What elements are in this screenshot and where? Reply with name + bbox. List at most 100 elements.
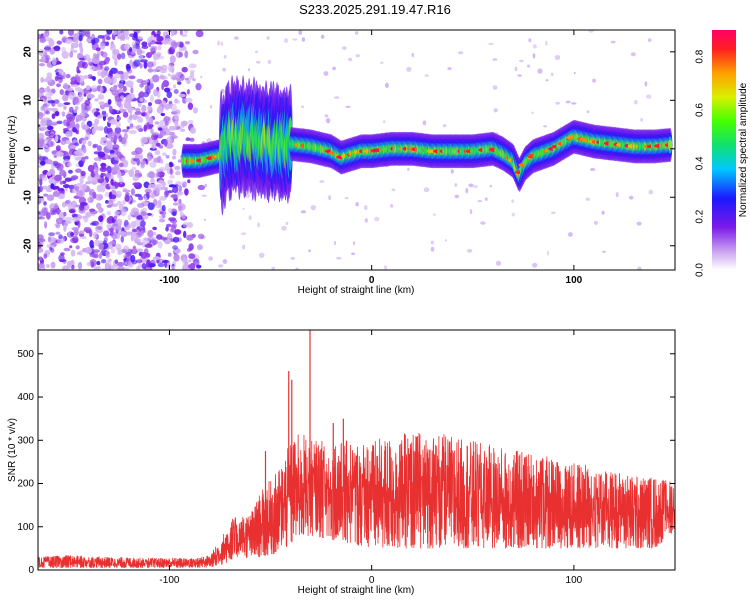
spectrogram-cell <box>60 140 67 145</box>
spectrogram-cell <box>155 142 161 147</box>
spectrogram-cell <box>46 171 52 176</box>
spectrogram-cell <box>99 86 104 94</box>
spectrogram-cell <box>83 75 89 79</box>
spectrogram-cell <box>384 82 389 89</box>
spectrogram-cell <box>147 68 154 73</box>
spectrogram-cell <box>647 38 652 42</box>
spectrogram-cell <box>351 252 356 256</box>
spectrogram-cell <box>174 184 179 188</box>
spectrogram-cell <box>72 96 79 105</box>
spectrogram-cell <box>134 193 142 197</box>
spectrogram-cell <box>164 187 168 192</box>
spectrogram-cell <box>62 82 69 90</box>
spectrogram-cell <box>111 265 118 270</box>
spectrogram-cell <box>38 195 42 202</box>
spectrogram-cell <box>406 66 412 72</box>
spectrogram-cell <box>171 222 177 229</box>
spectrogram-cell <box>186 79 191 85</box>
spectrogram-cell <box>256 61 261 64</box>
spectrogram-cell <box>310 205 316 211</box>
spectrogram-cell <box>79 186 86 192</box>
spectrogram-cell <box>122 187 128 192</box>
spectrogram-cell <box>145 191 150 199</box>
spectrogram-cell <box>64 216 73 222</box>
spectrogram-cell <box>130 188 136 196</box>
spectrogram-cell <box>187 179 191 184</box>
spectrogram-cell <box>159 74 165 80</box>
colorbar-tick-label: 0.0 <box>695 263 706 277</box>
spectrogram-cell <box>96 265 101 270</box>
spectrogram-cell <box>108 131 117 137</box>
spectrogram-cell <box>83 54 91 61</box>
spectrogram-cell <box>195 30 204 38</box>
spectrogram-cell <box>336 257 342 260</box>
spectrogram-cell <box>44 221 48 229</box>
spectrogram-cell <box>528 38 532 43</box>
spectrogram-cell <box>145 79 149 83</box>
snr-ytick-label: 500 <box>17 349 34 360</box>
spectrogram-cell <box>161 83 165 91</box>
spectrogram-cell <box>134 169 140 175</box>
spectrogram-cell <box>178 185 182 193</box>
spectrogram-cell <box>74 106 79 111</box>
spectrogram-cell <box>83 136 89 141</box>
spectrogram-cell <box>97 94 105 100</box>
spectrogram-cell <box>166 91 173 99</box>
snr-xlabel: Height of straight line (km) <box>298 585 415 596</box>
spectrogram-cell <box>169 55 176 64</box>
spectrogram-cell <box>122 200 126 205</box>
spectrogram-cell <box>325 118 331 124</box>
spectrogram-cell <box>94 66 101 71</box>
spectrogram-cell <box>112 30 117 36</box>
spectrogram-cell <box>46 117 51 125</box>
spectrogram-cell <box>65 73 71 79</box>
spectrogram-cell <box>182 181 187 185</box>
spectrogram-cell <box>46 264 50 268</box>
spectrogram-cell <box>142 237 149 246</box>
spectrogram-cell <box>68 169 73 174</box>
spectrogram-cell <box>132 182 139 186</box>
spectrogram-cell <box>48 39 55 47</box>
snr-ytick-label: 200 <box>17 479 34 490</box>
spectrogram-cell <box>188 63 197 69</box>
spectrogram-cell <box>65 113 74 120</box>
spectrogram-cell <box>117 225 122 231</box>
spectrogram-cell <box>76 189 84 198</box>
spectrogram-cell <box>72 33 79 41</box>
spectrogram-cell <box>134 111 142 115</box>
spectrogram-cell <box>110 136 116 143</box>
spectrogram-cell <box>181 33 188 37</box>
spectrogram-cell <box>162 152 167 156</box>
spectrogram-cell <box>105 262 110 269</box>
spectrogram-cell <box>86 85 91 91</box>
spectrogram-cell <box>47 236 52 242</box>
spectrogram-cell <box>168 64 173 73</box>
spectrogram-cell <box>63 224 67 232</box>
spectrogram-cell <box>136 214 143 220</box>
spectrogram-cell <box>153 52 158 61</box>
spectrogram-cell <box>93 166 99 175</box>
spectrogram-cell <box>118 250 124 255</box>
spectrogram-cell <box>120 235 125 243</box>
spectrogram-cell <box>101 259 107 264</box>
spectrogram-cell <box>355 31 359 35</box>
spectrogram-cell <box>38 155 46 162</box>
spectrogram-cell <box>128 75 136 80</box>
spectrogram-cell <box>120 52 126 60</box>
spectrogram-cell <box>110 153 116 159</box>
spectrogram-cell <box>38 216 46 220</box>
spectrogram-cell <box>127 214 132 221</box>
spectrogram-cell <box>72 127 77 133</box>
colorbar-tick-label: 0.4 <box>695 156 706 170</box>
spectrogram-cell <box>118 135 123 143</box>
spectrogram-cell <box>179 30 184 36</box>
spectrogram-cell <box>56 120 63 125</box>
spectrogram-cell <box>152 256 161 261</box>
spectrogram-cell <box>108 105 113 114</box>
spectrogram-cell <box>173 202 179 206</box>
spectrogram-cell <box>113 210 120 216</box>
snr-xtick-label: -100 <box>159 575 179 586</box>
spectrogram-cell <box>98 195 103 200</box>
spectrogram-cell <box>131 41 136 49</box>
spectrogram-cell <box>158 218 166 223</box>
